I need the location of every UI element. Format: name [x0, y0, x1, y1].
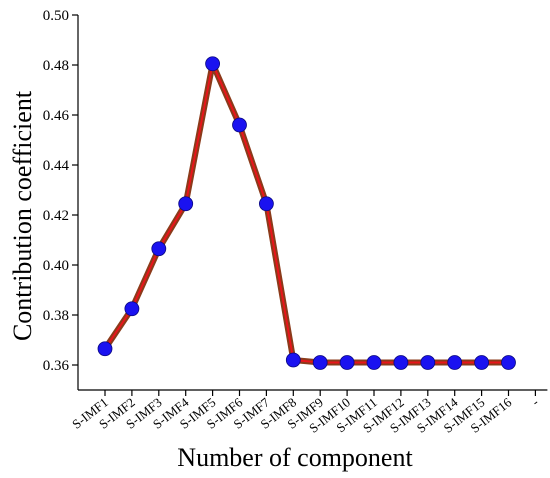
plot-axes	[77, 15, 548, 391]
x-tick-label: -	[529, 395, 542, 409]
data-point	[474, 355, 490, 370]
y-tick-label: 0.48	[43, 58, 69, 74]
data-point	[366, 355, 382, 370]
data-point	[205, 56, 221, 72]
data-point	[232, 117, 247, 133]
y-tick-label: 0.44	[43, 158, 70, 174]
y-axis-title: Contribution coefficient	[8, 90, 37, 341]
data-point	[339, 355, 355, 370]
data-point	[124, 301, 140, 317]
y-tick-label: 0.46	[43, 108, 70, 124]
series-line-outer	[102, 60, 509, 366]
data-point	[393, 355, 409, 370]
data-point	[151, 241, 167, 257]
series-points	[97, 56, 516, 370]
y-tick-label: 0.38	[43, 308, 69, 324]
data-point	[258, 196, 274, 212]
series-line	[102, 60, 509, 366]
y-tick-label: 0.42	[43, 208, 69, 224]
x-axis-ticks: S-IMF1S-IMF2S-IMF3S-IMF4S-IMF5S-IMF6S-IM…	[69, 390, 541, 436]
y-axis-ticks: 0.36 0.38 0.40 0.42 0.44 0.46 0.48 0.50	[43, 8, 78, 374]
data-point	[178, 196, 194, 212]
data-point	[285, 352, 301, 368]
y-tick-label: 0.50	[43, 8, 69, 24]
data-point	[501, 355, 516, 370]
series-line-inner	[104, 62, 509, 364]
data-point	[97, 341, 113, 357]
x-axis-title: Number of component	[177, 443, 413, 472]
y-tick-label: 0.36	[43, 358, 70, 374]
data-point	[447, 355, 463, 370]
data-point	[312, 355, 328, 370]
y-tick-label: 0.40	[43, 258, 69, 274]
data-point	[420, 355, 436, 370]
